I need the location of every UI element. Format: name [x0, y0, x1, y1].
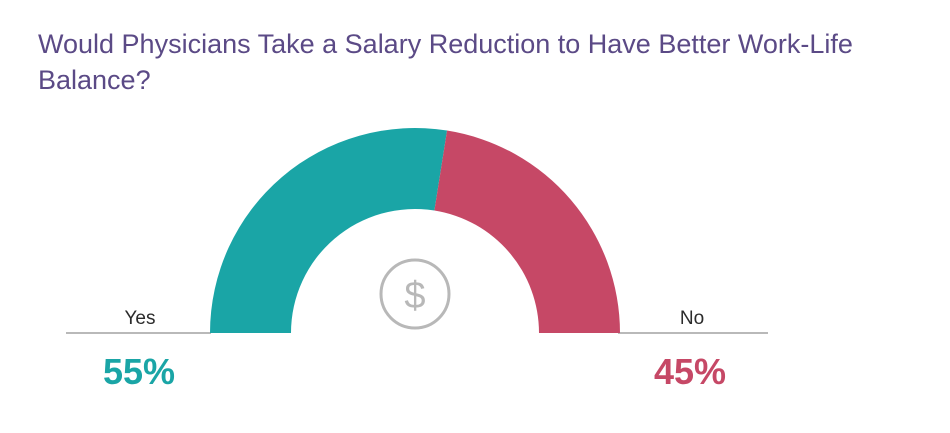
svg-text:$: $: [404, 275, 425, 317]
gauge-segment-no: [434, 130, 620, 333]
gauge-segment-yes: [210, 128, 448, 333]
category-label-no: No: [680, 308, 704, 329]
value-label-no: 45%: [654, 351, 726, 392]
category-label-yes: Yes: [125, 308, 156, 329]
value-label-yes: 55%: [103, 351, 175, 392]
chart-title: Would Physicians Take a Salary Reduction…: [38, 29, 853, 95]
dollar-sign-icon: $: [379, 258, 451, 330]
